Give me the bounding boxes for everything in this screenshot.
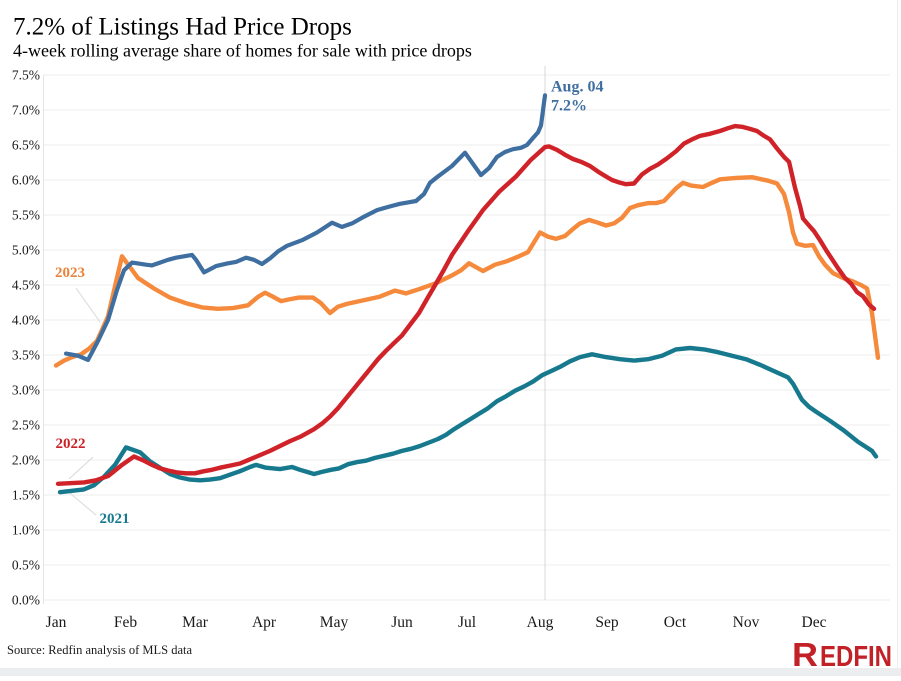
svg-text:2022: 2022 <box>56 436 86 452</box>
svg-text:Jul: Jul <box>458 614 476 631</box>
svg-text:Apr: Apr <box>252 614 277 631</box>
svg-text:May: May <box>320 614 349 631</box>
svg-text:3.5%: 3.5% <box>12 348 40 363</box>
svg-text:Feb: Feb <box>114 614 138 631</box>
svg-text:0.0%: 0.0% <box>12 593 40 608</box>
svg-text:Oct: Oct <box>664 614 687 631</box>
svg-text:5.0%: 5.0% <box>12 243 40 258</box>
svg-text:EDFIN: EDFIN <box>820 641 892 673</box>
svg-text:7.5%: 7.5% <box>12 68 40 83</box>
svg-text:Aug: Aug <box>527 614 554 631</box>
svg-text:Aug. 04: Aug. 04 <box>551 79 603 96</box>
svg-text:4.5%: 4.5% <box>12 278 40 293</box>
svg-text:4.0%: 4.0% <box>12 313 40 328</box>
svg-text:1.0%: 1.0% <box>12 523 40 538</box>
svg-text:Mar: Mar <box>182 614 209 631</box>
svg-text:2.5%: 2.5% <box>12 418 40 433</box>
svg-text:5.5%: 5.5% <box>12 208 40 223</box>
svg-text:Dec: Dec <box>802 614 827 631</box>
svg-text:1.5%: 1.5% <box>12 488 40 503</box>
svg-text:R: R <box>792 636 818 673</box>
svg-text:7.0%: 7.0% <box>12 103 40 118</box>
svg-text:Sep: Sep <box>595 614 619 631</box>
svg-text:Jun: Jun <box>391 614 413 631</box>
svg-text:2023: 2023 <box>55 265 85 281</box>
svg-text:7.2%: 7.2% <box>551 98 587 115</box>
svg-text:6.0%: 6.0% <box>12 173 40 188</box>
svg-text:4-week rolling average share o: 4-week rolling average share of homes fo… <box>13 41 472 61</box>
svg-text:7.2% of Listings Had Price Dro: 7.2% of Listings Had Price Drops <box>13 14 352 41</box>
svg-text:6.5%: 6.5% <box>12 138 40 153</box>
svg-text:Source: Redfin analysis of MLS: Source: Redfin analysis of MLS data <box>7 643 192 657</box>
svg-text:Nov: Nov <box>733 614 760 631</box>
svg-text:2.0%: 2.0% <box>12 453 40 468</box>
svg-text:0.5%: 0.5% <box>12 558 40 573</box>
svg-text:Jan: Jan <box>46 614 67 631</box>
svg-text:2021: 2021 <box>100 511 130 527</box>
svg-text:3.0%: 3.0% <box>12 383 40 398</box>
